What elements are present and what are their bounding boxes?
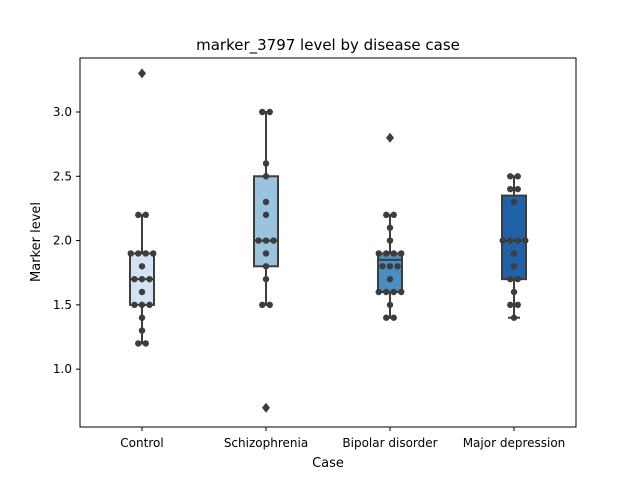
data-point-major-depression xyxy=(514,237,521,244)
data-point-control xyxy=(138,275,146,283)
data-point-schizophrenia xyxy=(262,160,270,167)
x-tick-label-control: Control xyxy=(120,436,163,450)
data-point-schizophrenia xyxy=(262,250,270,257)
y-axis-label: Marker level xyxy=(29,202,44,282)
data-point-major-depression xyxy=(507,173,514,180)
box-major-depression xyxy=(501,194,527,281)
data-point-control xyxy=(138,288,146,296)
data-point-major-depression xyxy=(514,301,521,309)
data-point-major-depression xyxy=(510,263,518,270)
data-point-control xyxy=(138,327,146,334)
x-tick-label-schizophrenia: Schizophrenia xyxy=(224,436,308,450)
y-tick-label: 1.0 xyxy=(53,362,72,376)
data-point-schizophrenia xyxy=(266,108,273,116)
data-point-schizophrenia xyxy=(270,237,277,244)
data-point-bipolar-disorder xyxy=(379,263,386,270)
data-point-control xyxy=(142,340,149,347)
data-point-bipolar-disorder xyxy=(383,211,390,219)
chart-title: marker_3797 level by disease case xyxy=(196,36,460,55)
data-point-bipolar-disorder xyxy=(386,263,394,270)
y-tick-label: 2.5 xyxy=(53,169,72,183)
data-point-bipolar-disorder xyxy=(375,288,382,296)
x-axis-label: Case xyxy=(312,456,344,471)
data-point-major-depression xyxy=(514,275,521,283)
data-point-schizophrenia xyxy=(259,108,266,116)
data-point-control xyxy=(142,250,149,257)
data-point-major-depression xyxy=(510,288,518,296)
data-point-control xyxy=(146,275,153,283)
data-point-control xyxy=(131,275,138,283)
data-point-bipolar-disorder xyxy=(398,288,405,296)
data-point-bipolar-disorder xyxy=(390,250,397,257)
data-point-bipolar-disorder xyxy=(386,224,394,231)
data-point-schizophrenia xyxy=(259,301,266,309)
data-point-control xyxy=(150,250,157,257)
data-point-major-depression xyxy=(510,198,518,206)
data-point-major-depression xyxy=(514,185,521,193)
y-tick-label: 1.5 xyxy=(53,298,72,312)
data-point-control xyxy=(138,263,146,270)
data-point-control xyxy=(135,211,142,219)
data-point-major-depression xyxy=(522,237,529,244)
data-point-control xyxy=(131,301,138,309)
data-point-schizophrenia xyxy=(262,237,270,244)
data-point-schizophrenia xyxy=(266,301,273,309)
data-point-bipolar-disorder xyxy=(390,288,397,296)
data-point-major-depression xyxy=(514,173,521,180)
data-point-control xyxy=(142,211,149,219)
data-point-major-depression xyxy=(499,237,506,244)
data-point-bipolar-disorder xyxy=(390,314,397,321)
data-point-bipolar-disorder xyxy=(383,250,390,257)
data-point-control xyxy=(138,314,146,321)
plot-area: 1.0 1.5 2.0 2.5 3.0 Control Schizophrenia Bipol… xyxy=(53,57,577,450)
axes-frame xyxy=(79,57,577,428)
data-point-control xyxy=(135,340,142,347)
data-point-major-depression xyxy=(507,275,514,283)
data-point-bipolar-disorder xyxy=(386,237,394,244)
data-point-bipolar-disorder xyxy=(394,263,401,270)
outlier-bipolar-disorder xyxy=(386,132,394,143)
data-point-schizophrenia xyxy=(262,173,270,180)
y-tick-label: 3.0 xyxy=(53,105,72,119)
data-point-major-depression xyxy=(510,314,518,321)
data-point-control xyxy=(138,301,146,309)
data-point-major-depression xyxy=(510,250,518,257)
data-point-schizophrenia xyxy=(262,198,270,206)
data-point-bipolar-disorder xyxy=(390,211,397,219)
data-point-bipolar-disorder xyxy=(386,275,394,283)
data-point-bipolar-disorder xyxy=(398,250,405,257)
data-point-bipolar-disorder xyxy=(383,314,390,321)
data-point-control xyxy=(127,250,134,257)
data-point-schizophrenia xyxy=(262,263,270,270)
data-point-bipolar-disorder xyxy=(375,250,382,257)
data-point-schizophrenia xyxy=(255,237,262,244)
data-point-schizophrenia xyxy=(262,211,270,219)
data-point-bipolar-disorder xyxy=(386,301,394,309)
y-tick-label: 2.0 xyxy=(53,234,72,248)
data-point-control xyxy=(135,250,142,257)
x-tick-label-major-depression: Major depression xyxy=(463,436,566,450)
data-point-major-depression xyxy=(507,185,514,193)
data-point-control xyxy=(146,301,153,309)
outlier-control xyxy=(138,68,146,79)
data-point-bipolar-disorder xyxy=(383,288,390,296)
x-tick-label-bipolar-disorder: Bipolar disorder xyxy=(342,436,437,450)
data-point-major-depression xyxy=(507,301,514,309)
data-point-schizophrenia xyxy=(262,275,270,283)
data-point-major-depression xyxy=(507,237,514,244)
outlier-schizophrenia xyxy=(262,402,270,413)
